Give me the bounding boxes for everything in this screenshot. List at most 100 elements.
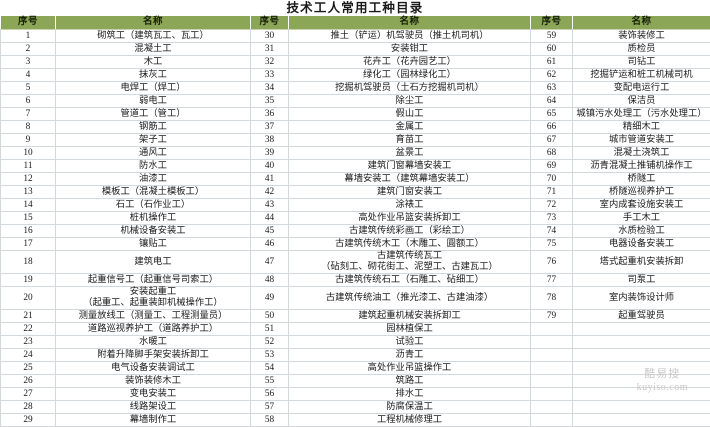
cell-index-1: 6: [1, 95, 56, 108]
cell-index-2: 39: [251, 147, 289, 160]
cell-index-1: 15: [1, 212, 56, 225]
cell-trade-name-1: 装饰装修木工: [56, 375, 251, 388]
cell-trade-name-1: 变电安装工: [56, 388, 251, 401]
cell-index-2: 49: [251, 287, 289, 310]
cell-trade-name-2: 盆景工: [289, 147, 531, 160]
cell-index-1: 28: [1, 401, 56, 414]
cell-trade-name-3: 混凝土浇筑工: [573, 147, 710, 160]
cell-index-2: 47: [251, 251, 289, 274]
cell-trade-name-3: [573, 401, 710, 414]
cell-trade-name-3: 城镇污水处理工（污水处理工）: [573, 108, 710, 121]
cell-index-1: 20: [1, 287, 56, 310]
cell-index-3: 69: [531, 160, 573, 173]
cell-trade-name-1: 模板工（混凝土模板工）: [56, 186, 251, 199]
cell-trade-name-1: 钢筋工: [56, 121, 251, 134]
cell-trade-name-3: [573, 414, 710, 427]
cell-index-1: 16: [1, 225, 56, 238]
cell-trade-name-3: 电器设备安装工: [573, 238, 710, 251]
cell-index-1: 27: [1, 388, 56, 401]
cell-index-1: 18: [1, 251, 56, 274]
cell-index-1: 9: [1, 134, 56, 147]
cell-trade-name-1: 附着升降脚手架安装拆卸工: [56, 349, 251, 362]
cell-index-1: 8: [1, 121, 56, 134]
cell-trade-name-2: 假山工: [289, 108, 531, 121]
cell-index-3: 68: [531, 147, 573, 160]
cell-trade-name-3: [573, 323, 710, 336]
cell-trade-name-3: [573, 362, 710, 375]
cell-index-3: 72: [531, 199, 573, 212]
cell-index-1: 29: [1, 414, 56, 427]
column-header-no-2: 序号: [251, 16, 289, 30]
cell-trade-name-1: 建筑电工: [56, 251, 251, 274]
cell-index-2: 45: [251, 225, 289, 238]
cell-index-2: 57: [251, 401, 289, 414]
cell-index-1: 11: [1, 160, 56, 173]
cell-index-3: 61: [531, 56, 573, 69]
cell-index-1: 7: [1, 108, 56, 121]
cell-trade-name-2: 高处作业吊篮安装拆卸工: [289, 212, 531, 225]
cell-index-1: 19: [1, 274, 56, 287]
cell-index-1: 2: [1, 43, 56, 56]
cell-index-1: 25: [1, 362, 56, 375]
column-header-name-2: 名称: [289, 16, 531, 30]
cell-trade-name-3: 精细木工: [573, 121, 710, 134]
cell-index-3: 77: [531, 274, 573, 287]
cell-index-2: 34: [251, 82, 289, 95]
cell-trade-name-2: 高处作业吊篮操作工: [289, 362, 531, 375]
cell-trade-name-3: 桥隧工: [573, 173, 710, 186]
cell-index-2: 40: [251, 160, 289, 173]
cell-index-2: 58: [251, 414, 289, 427]
cell-index-3: 64: [531, 95, 573, 108]
cell-trade-name-1: 石工（石作业工）: [56, 199, 251, 212]
cell-index-3: 65: [531, 108, 573, 121]
cell-index-3: 63: [531, 82, 573, 95]
cell-index-2: 50: [251, 310, 289, 323]
cell-index-2: 30: [251, 30, 289, 43]
cell-trade-name-3: [573, 375, 710, 388]
cell-trade-name-1: 幕墙制作工: [56, 414, 251, 427]
cell-index-2: 38: [251, 134, 289, 147]
cell-index-1: 23: [1, 336, 56, 349]
cell-trade-name-1: 电气设备安装调试工: [56, 362, 251, 375]
cell-trade-name-1: 砌筑工（建筑瓦工、瓦工）: [56, 30, 251, 43]
cell-index-3: [531, 349, 573, 362]
cell-trade-name-2: 古建筑传统彩画工（彩绘工）: [289, 225, 531, 238]
cell-index-2: 53: [251, 349, 289, 362]
cell-trade-name-1: 抹灰工: [56, 69, 251, 82]
cell-trade-name-2: 沥青工: [289, 349, 531, 362]
cell-trade-name-1: 防水工: [56, 160, 251, 173]
cell-index-3: 73: [531, 212, 573, 225]
column-header-name-1: 名称: [56, 16, 251, 30]
cell-trade-name-2: 试验工: [289, 336, 531, 349]
cell-trade-name-3: 质检员: [573, 43, 710, 56]
cell-trade-name-1: 木工: [56, 56, 251, 69]
cell-trade-name-2: 工程机械修理工: [289, 414, 531, 427]
cell-trade-name-3: 城市管道安装工: [573, 134, 710, 147]
cell-trade-name-2: 筑路工: [289, 375, 531, 388]
cell-trade-name-2: 建筑门窗幕墙安装工: [289, 160, 531, 173]
cell-trade-name-2: 古建筑传统木工（木雕工、圓额工）: [289, 238, 531, 251]
cell-trade-name-2: 挖掘机驾驶员（土石方挖掘机司机）: [289, 82, 531, 95]
cell-trade-name-2: 推土（铲运）机驾驶员（推土机司机）: [289, 30, 531, 43]
cell-index-1: 4: [1, 69, 56, 82]
cell-trade-name-3: 水质检验工: [573, 225, 710, 238]
cell-trade-name-1: 测量放线工（测量工、工程测量员）: [56, 310, 251, 323]
cell-trade-name-1: 通风工: [56, 147, 251, 160]
cell-index-2: 37: [251, 121, 289, 134]
cell-index-2: 48: [251, 274, 289, 287]
cell-trade-name-2: 金属工: [289, 121, 531, 134]
cell-trade-name-2: 建筑门窗安装工: [289, 186, 531, 199]
